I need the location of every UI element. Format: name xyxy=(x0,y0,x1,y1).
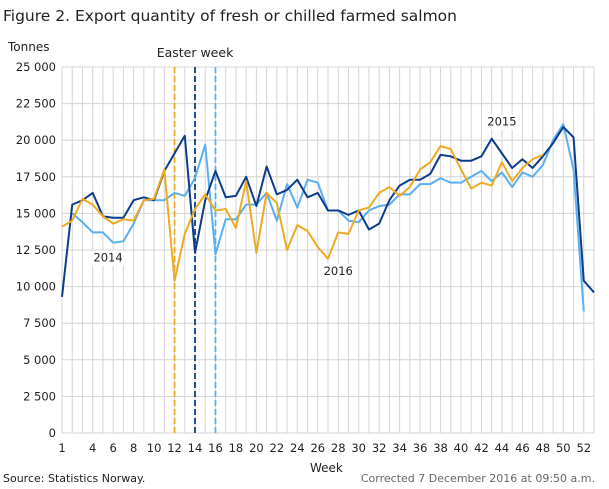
x-tick-label: 32 xyxy=(372,441,387,455)
x-tick-label: 44 xyxy=(495,441,510,455)
label-background xyxy=(322,263,355,279)
series-label-2014: 2014 xyxy=(93,251,122,265)
x-tick-label: 28 xyxy=(331,441,346,455)
x-tick-label: 38 xyxy=(433,441,448,455)
x-tick-label: 4 xyxy=(89,441,96,455)
x-axis-label: Week xyxy=(310,461,343,475)
y-tick-label: 15 000 xyxy=(16,206,56,220)
x-tick-label: 52 xyxy=(576,441,591,455)
x-tick-label: 36 xyxy=(413,441,428,455)
y-tick-label: 25 000 xyxy=(16,60,56,74)
x-tick-label: 20 xyxy=(249,441,264,455)
x-tick-label: 10 xyxy=(147,441,162,455)
x-tick-label: 14 xyxy=(188,441,203,455)
y-tick-label: 0 xyxy=(49,426,56,440)
x-tick-label: 48 xyxy=(536,441,551,455)
x-tick-label: 8 xyxy=(130,441,137,455)
y-tick-label: 5 000 xyxy=(23,353,56,367)
y-tick-label: 2 500 xyxy=(23,389,56,403)
y-tick-label: 17 500 xyxy=(16,170,56,184)
series-label-2016: 2016 xyxy=(324,264,353,278)
x-tick-label: 12 xyxy=(167,441,182,455)
y-tick-label: 12 500 xyxy=(16,243,56,257)
series-label-2015: 2015 xyxy=(487,115,516,129)
x-tick-label: 50 xyxy=(556,441,571,455)
series-line-2016 xyxy=(61,145,544,282)
chart-title: Figure 2. Export quantity of fresh or ch… xyxy=(3,7,457,25)
easter-week-label: Easter week xyxy=(157,45,234,60)
x-tick-label: 34 xyxy=(392,441,407,455)
corrected-note: Corrected 7 December 2016 at 09:50 a.m. xyxy=(360,472,595,485)
y-tick-label: 22 500 xyxy=(16,97,56,111)
y-axis-label: Tonnes xyxy=(8,40,50,54)
y-tick-label: 10 000 xyxy=(16,280,56,294)
x-tick-label: 30 xyxy=(351,441,366,455)
x-tick-label: 22 xyxy=(270,441,285,455)
label-background xyxy=(485,114,518,130)
x-tick-label: 26 xyxy=(310,441,325,455)
y-tick-label: 20 000 xyxy=(16,133,56,147)
x-tick-label: 46 xyxy=(515,441,530,455)
x-tick-label: 6 xyxy=(109,441,116,455)
x-tick-label: 16 xyxy=(208,441,223,455)
source-note: Source: Statistics Norway. xyxy=(3,472,146,485)
x-tick-label: 18 xyxy=(229,441,244,455)
x-tick-label: 24 xyxy=(290,441,305,455)
y-tick-label: 7 500 xyxy=(23,316,56,330)
label-background xyxy=(92,250,125,266)
x-tick-label: 42 xyxy=(474,441,489,455)
x-tick-label: 40 xyxy=(454,441,469,455)
x-tick-label: 1 xyxy=(58,441,65,455)
